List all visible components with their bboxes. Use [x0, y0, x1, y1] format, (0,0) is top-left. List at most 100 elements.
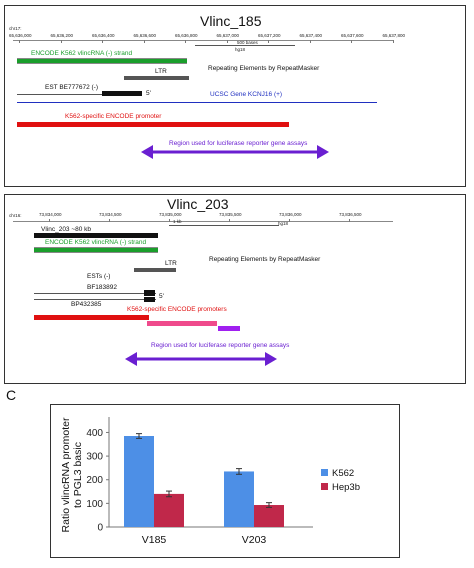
- coordinate-label: 65,637,600: [341, 33, 364, 38]
- panel-b-est1-label: BF183892: [87, 284, 117, 291]
- panel-a-vlinc-track: [17, 58, 187, 64]
- panel-a-vlinc-label: ENCODE K562 vlincRNA (-) strand: [31, 50, 133, 57]
- coordinate-label: 73,836,000: [279, 212, 302, 217]
- coordinate-tick: [185, 40, 186, 43]
- bar-hep3b-v185: [154, 493, 184, 527]
- panel-b-est2-line: [34, 299, 156, 300]
- bar-hep3b-v203: [254, 505, 284, 527]
- panel-b-ltr-bar: [134, 268, 176, 272]
- panel-b-chrom: chr16:: [9, 213, 22, 218]
- coordinate-label: 65,636,800: [175, 33, 198, 38]
- x-tick-label: V185: [142, 534, 167, 546]
- y-axis-label: Ratio vlincRNA promoterto PGL3 basic: [60, 417, 84, 532]
- panel-a-est-block: [102, 91, 142, 96]
- panel-b-vlinc-label: ENCODE K562 vlincRNA (-) strand: [45, 239, 147, 246]
- coordinate-tick: [109, 219, 110, 222]
- bar-k562-v185: [124, 436, 154, 527]
- panel-a-ucsc-label: UCSC Gene KCNJ16 (+): [210, 91, 283, 98]
- coordinate-tick: [49, 219, 50, 222]
- panel-a-ltr-bar: [124, 76, 189, 80]
- panel-b-est2-block: [144, 297, 155, 302]
- coordinate-tick: [268, 40, 269, 43]
- panel-b-region-arrow: [125, 352, 277, 366]
- panel-b-promoter-bar-purple: [218, 326, 240, 331]
- panel-a-ucsc-line: [17, 102, 377, 103]
- y-tick-label: 200: [86, 475, 103, 486]
- coordinate-tick: [226, 40, 228, 43]
- panel-b-promoter-bar-red: [34, 315, 149, 320]
- panel-b-vlinc-length-label: Vlinc_203 ~80 kb: [41, 226, 92, 233]
- panel-b-est1-line: [34, 293, 156, 294]
- legend-swatch-hep3b: [321, 483, 328, 490]
- legend-label-hep3b: Hep3b: [332, 482, 360, 493]
- y-tick-label: 300: [86, 452, 103, 463]
- panel-c-letter: C: [6, 387, 17, 403]
- coordinate-tick: [102, 40, 103, 43]
- x-tick-label: V203: [242, 534, 267, 546]
- coordinate-label: 65,636,600: [133, 33, 157, 38]
- coordinate-tick: [349, 219, 350, 222]
- panel-a-ltr-label: LTR: [155, 68, 167, 75]
- panel-c: 0 100 200 300 400 Ratio vlincRNA promoterto P…: [50, 404, 400, 558]
- panel-a-chrom: chr17:: [9, 26, 22, 31]
- panel-b-genome: hg18: [278, 221, 289, 226]
- panel-b-repeats-label: Repeating Elements by RepeatMasker: [209, 256, 321, 263]
- coordinate-label: 65,637,000: [216, 33, 240, 38]
- y-tick-label: 0: [97, 523, 103, 534]
- coordinate-label: 73,836,500: [339, 212, 362, 217]
- coordinate-label: 73,834,500: [99, 212, 122, 217]
- coordinate-label: 65,637,400: [299, 33, 323, 38]
- legend-swatch-k562: [321, 469, 328, 476]
- panel-b-scalebar: [169, 225, 279, 226]
- coordinate-label: 65,636,000: [9, 33, 32, 38]
- panel-a-region-arrow: [141, 145, 329, 159]
- panel-b-title: Vlinc_203: [167, 196, 229, 212]
- y-tick-label: 400: [86, 428, 103, 439]
- panel-b-ltr-label: LTR: [165, 260, 177, 267]
- panel-a-region-label: Region used for luciferase reporter gene…: [169, 140, 308, 147]
- panel-a-est-five: 5': [146, 90, 151, 97]
- coordinate-tick: [309, 40, 311, 43]
- panel-b-ruler: [13, 221, 393, 222]
- panel-a: Vlinc_185 chr17: 65,636,000 65,636,200 65,…: [4, 5, 466, 187]
- panel-a-scale-label: 500 bases: [237, 40, 258, 45]
- panel-b-promoter-label: K562-specific ENCODE promoters: [127, 306, 227, 313]
- panel-a-promoter-label: K562-specific ENCODE promoter: [65, 113, 162, 120]
- coordinate-tick: [143, 40, 145, 43]
- panel-b-est1-block: [144, 290, 155, 296]
- panel-b-region-label: Region used for luciferase reporter gene…: [151, 342, 290, 349]
- panel-a-genome: hg18: [235, 47, 246, 52]
- coordinate-tick: [229, 219, 230, 222]
- coordinate-tick: [351, 40, 352, 43]
- coordinate-label: 65,636,200: [50, 33, 74, 38]
- panel-a-promoter-bar: [17, 122, 289, 127]
- coordinate-tick: [19, 40, 20, 43]
- bar-k562-v203: [224, 471, 254, 527]
- coordinate-label: 65,637,200: [258, 33, 281, 38]
- panel-a-scalebar: [195, 45, 295, 46]
- coordinate-tick: [392, 40, 394, 43]
- coordinate-label: 73,834,000: [39, 212, 62, 217]
- coordinate-tick: [289, 219, 290, 222]
- panel-a-repeats-label: Repeating Elements by RepeatMasker: [208, 65, 320, 72]
- panel-b: Vlinc_203 chr16: 73,834,000 73,834,500 73,…: [4, 194, 466, 384]
- panel-b-est-five: 5': [159, 293, 164, 300]
- legend-label-k562: K562: [332, 468, 354, 479]
- coordinate-label: 65,636,400: [92, 33, 115, 38]
- panel-a-ruler: [13, 40, 393, 41]
- coordinate-label: 73,835,500: [219, 212, 242, 217]
- coordinate-label: 73,835,000: [159, 212, 182, 217]
- panel-a-est-label: EST BE777672 (-): [45, 84, 98, 91]
- panel-a-est-line: [17, 94, 141, 95]
- panel-b-ests-label: ESTs (-): [87, 273, 111, 280]
- panel-b-est2-label: BP432385: [71, 301, 102, 308]
- panel-a-title: Vlinc_185: [200, 13, 262, 29]
- y-tick-label: 100: [86, 499, 103, 510]
- coordinate-label: 65,637,800: [382, 33, 406, 38]
- coordinate-tick: [60, 40, 62, 43]
- panel-b-promoter-bar-pink: [147, 321, 217, 326]
- coordinate-tick: [169, 219, 170, 222]
- panel-b-vlinc-track: [34, 247, 158, 253]
- panel-b-vlinc-length-bar: [34, 233, 158, 238]
